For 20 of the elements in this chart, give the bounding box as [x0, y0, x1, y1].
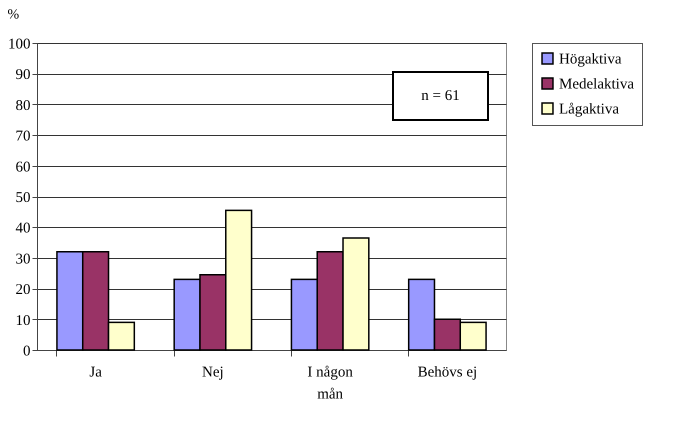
y-tick-label: 80	[16, 98, 30, 114]
y-tick-label: 50	[16, 190, 30, 206]
y-tick-label: 10	[16, 312, 30, 329]
y-tick-label: 40	[16, 220, 30, 237]
legend-label: Högaktiva	[559, 52, 622, 68]
y-tick-label: 100	[8, 36, 30, 52]
x-tick-label: Ja	[89, 364, 102, 380]
y-tick-label: 30	[16, 251, 30, 268]
y-tick-label: 90	[16, 67, 30, 84]
y-tick-label: 70	[16, 128, 30, 145]
y-tick-label: 20	[16, 282, 30, 298]
legend-label: Lågaktiva	[559, 102, 620, 118]
note-box: n = 61	[392, 71, 489, 121]
legend-label: Medelaktiva	[559, 76, 634, 92]
x-tick-label: Nej	[202, 364, 224, 380]
y-tick-label: 60	[16, 159, 30, 176]
x-tick-label: Behövs ej	[418, 364, 478, 380]
y-axis-title: %	[8, 8, 20, 22]
y-tick-label: 0	[23, 344, 30, 360]
x-tick-label: I någon mån	[307, 364, 354, 402]
